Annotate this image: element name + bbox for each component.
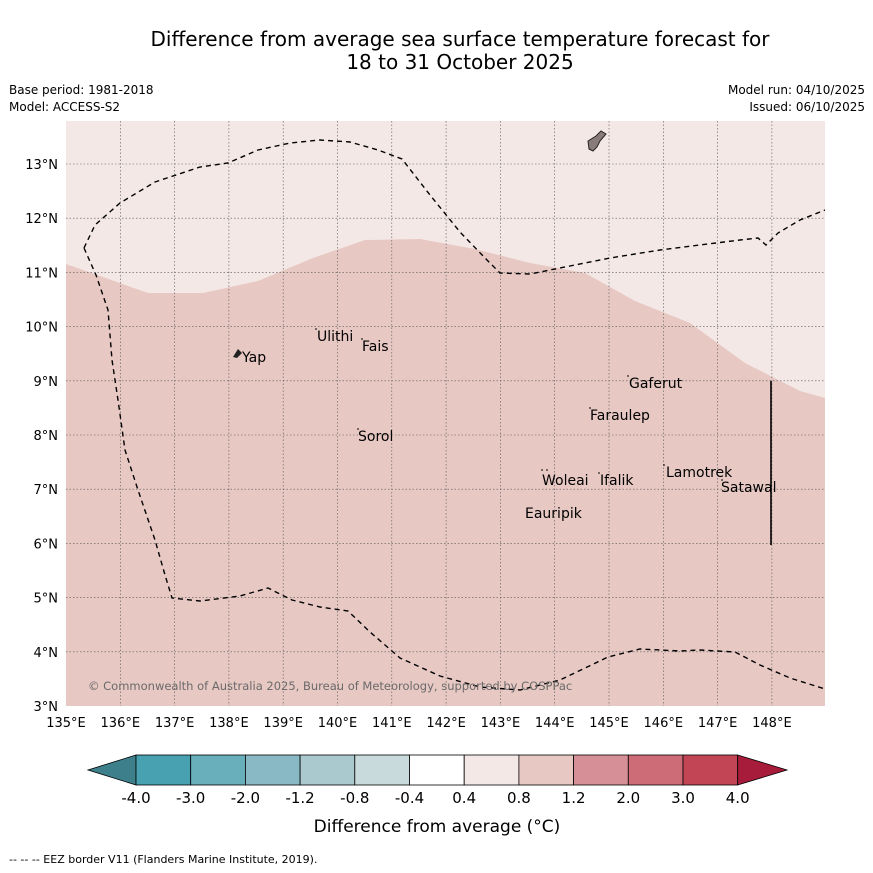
colorbar-segment [682, 754, 739, 786]
colorbar-segment [573, 754, 629, 786]
latitude-tick-label: 11°N [25, 266, 58, 281]
colorbar-tick-label: -1.2 [285, 789, 314, 807]
colorbar-segment [190, 754, 246, 786]
colorbar-segment [135, 754, 192, 786]
colorbar-labels: -4.0 -3.0 -2.0 -1.2 -0.8 -0.4 0.4 0.8 1.2 2.0 3.0 4… [121, 789, 749, 807]
latitude-tick-label: 5°N [34, 592, 59, 607]
copyright-note: © Commonwealth of Australia 2025, Bureau… [88, 679, 572, 693]
latitude-tick-label: 12°N [25, 212, 58, 227]
colorbar-tick-label: 0.8 [507, 789, 531, 807]
colorbar-tick-label: 1.2 [562, 789, 586, 807]
latitude-tick-label: 6°N [34, 537, 59, 552]
colorbar-tick-label: -0.4 [395, 789, 424, 807]
longitude-tick-label: 146°E [644, 716, 684, 731]
base-period: Base period: 1981-2018 [9, 83, 154, 97]
latitude-axis: 3°N 4°N 5°N 6°N 7°N 8°N 9°N 10°N 11°N 12°N 13°N [25, 158, 58, 715]
eez-border [83, 139, 825, 691]
anomaly-zones: © Commonwealth of Australia 2025, Bureau… [66, 121, 825, 706]
latitude-tick-label: 13°N [25, 158, 58, 173]
colorbar [86, 754, 789, 786]
longitude-tick-label: 148°E [752, 716, 792, 731]
colorbar-tick-label: -2.0 [231, 789, 260, 807]
longitude-tick-label: 144°E [535, 716, 575, 731]
guam-island [587, 130, 607, 152]
meta-right: Model run: 04/10/2025 Issued: 06/10/2025 [728, 82, 865, 116]
latitude-tick-label: 10°N [25, 321, 58, 336]
place-gaferut: Gaferut [629, 376, 683, 392]
colorbar-tick-label: -0.8 [340, 789, 369, 807]
colorbar-tick-label: -3.0 [176, 789, 205, 807]
colorbar-extend-low [86, 754, 137, 786]
longitude-tick-label: 147°E [698, 716, 738, 731]
colorbar-tick-label: 3.0 [671, 789, 695, 807]
latitude-tick-label: 4°N [34, 646, 59, 661]
colorbar-segment [299, 754, 356, 786]
eez-footnote: -- -- -- EEZ border V11 (Flanders Marine… [9, 853, 318, 866]
meta-left: Base period: 1981-2018 Model: ACCESS-S2 [9, 82, 154, 116]
model-run: Model run: 04/10/2025 [727, 83, 865, 97]
place-faraulep: Faraulep [590, 408, 650, 424]
longitude-tick-label: 136°E [101, 716, 141, 731]
place-woleai: Woleai [542, 473, 589, 489]
place-ulithi: Ulithi [317, 329, 353, 345]
longitude-tick-label: 135°E [46, 716, 86, 731]
issued-date: Issued: 06/10/2025 [749, 100, 865, 114]
latitude-tick-label: 7°N [34, 483, 59, 498]
colorbar-segment [518, 754, 575, 786]
longitude-tick-label: 142°E [426, 716, 466, 731]
place-labels: Yap Ulithi Fais Gaferut Faraulep Sorol W… [241, 329, 776, 522]
model-name: Model: ACCESS-S2 [9, 100, 121, 114]
colorbar-segment [627, 754, 684, 786]
yap-island [233, 349, 242, 358]
colorbar-tick-label: 4.0 [726, 789, 750, 807]
latitude-tick-label: 8°N [34, 429, 59, 444]
place-satawal: Satawal [721, 480, 776, 496]
colorbar-tick-label: 0.4 [452, 789, 476, 807]
title-line-1: Difference from average sea surface temp… [150, 27, 770, 51]
place-eauripik: Eauripik [525, 506, 583, 522]
longitude-tick-label: 137°E [155, 716, 195, 731]
colorbar-segment [354, 754, 410, 786]
place-fais: Fais [362, 339, 389, 355]
colorbar-title: Difference from average (°C) [314, 817, 561, 837]
longitude-tick-label: 138°E [209, 716, 249, 731]
atoll-markers [315, 328, 723, 481]
place-sorol: Sorol [358, 429, 393, 445]
latitude-tick-label: 9°N [34, 375, 59, 390]
colorbar-segment [463, 754, 520, 786]
latitude-tick-label: 3°N [34, 700, 59, 715]
place-ifalik: Ifalik [600, 473, 634, 489]
title-line-2: 18 to 31 October 2025 [346, 50, 574, 74]
colorbar-tick-label: -4.0 [121, 789, 150, 807]
colorbar-segment [244, 754, 301, 786]
colorbar-segment [409, 754, 465, 786]
longitude-tick-label: 141°E [372, 716, 412, 731]
graticule [66, 121, 825, 706]
place-yap: Yap [241, 350, 266, 366]
place-lamotrek: Lamotrek [666, 465, 733, 481]
map-title: Difference from average sea surface temp… [60, 28, 860, 74]
longitude-tick-label: 140°E [318, 716, 358, 731]
colorbar-tick-label: 2.0 [616, 789, 640, 807]
longitude-tick-label: 145°E [589, 716, 629, 731]
zone-0-8-to-1-2 [66, 239, 825, 706]
longitude-tick-label: 139°E [263, 716, 303, 731]
colorbar-extend-high [737, 754, 789, 786]
longitude-axis: 135°E 136°E 137°E 138°E 139°E 140°E 141°E 142°E… [46, 716, 791, 731]
longitude-tick-label: 143°E [481, 716, 521, 731]
